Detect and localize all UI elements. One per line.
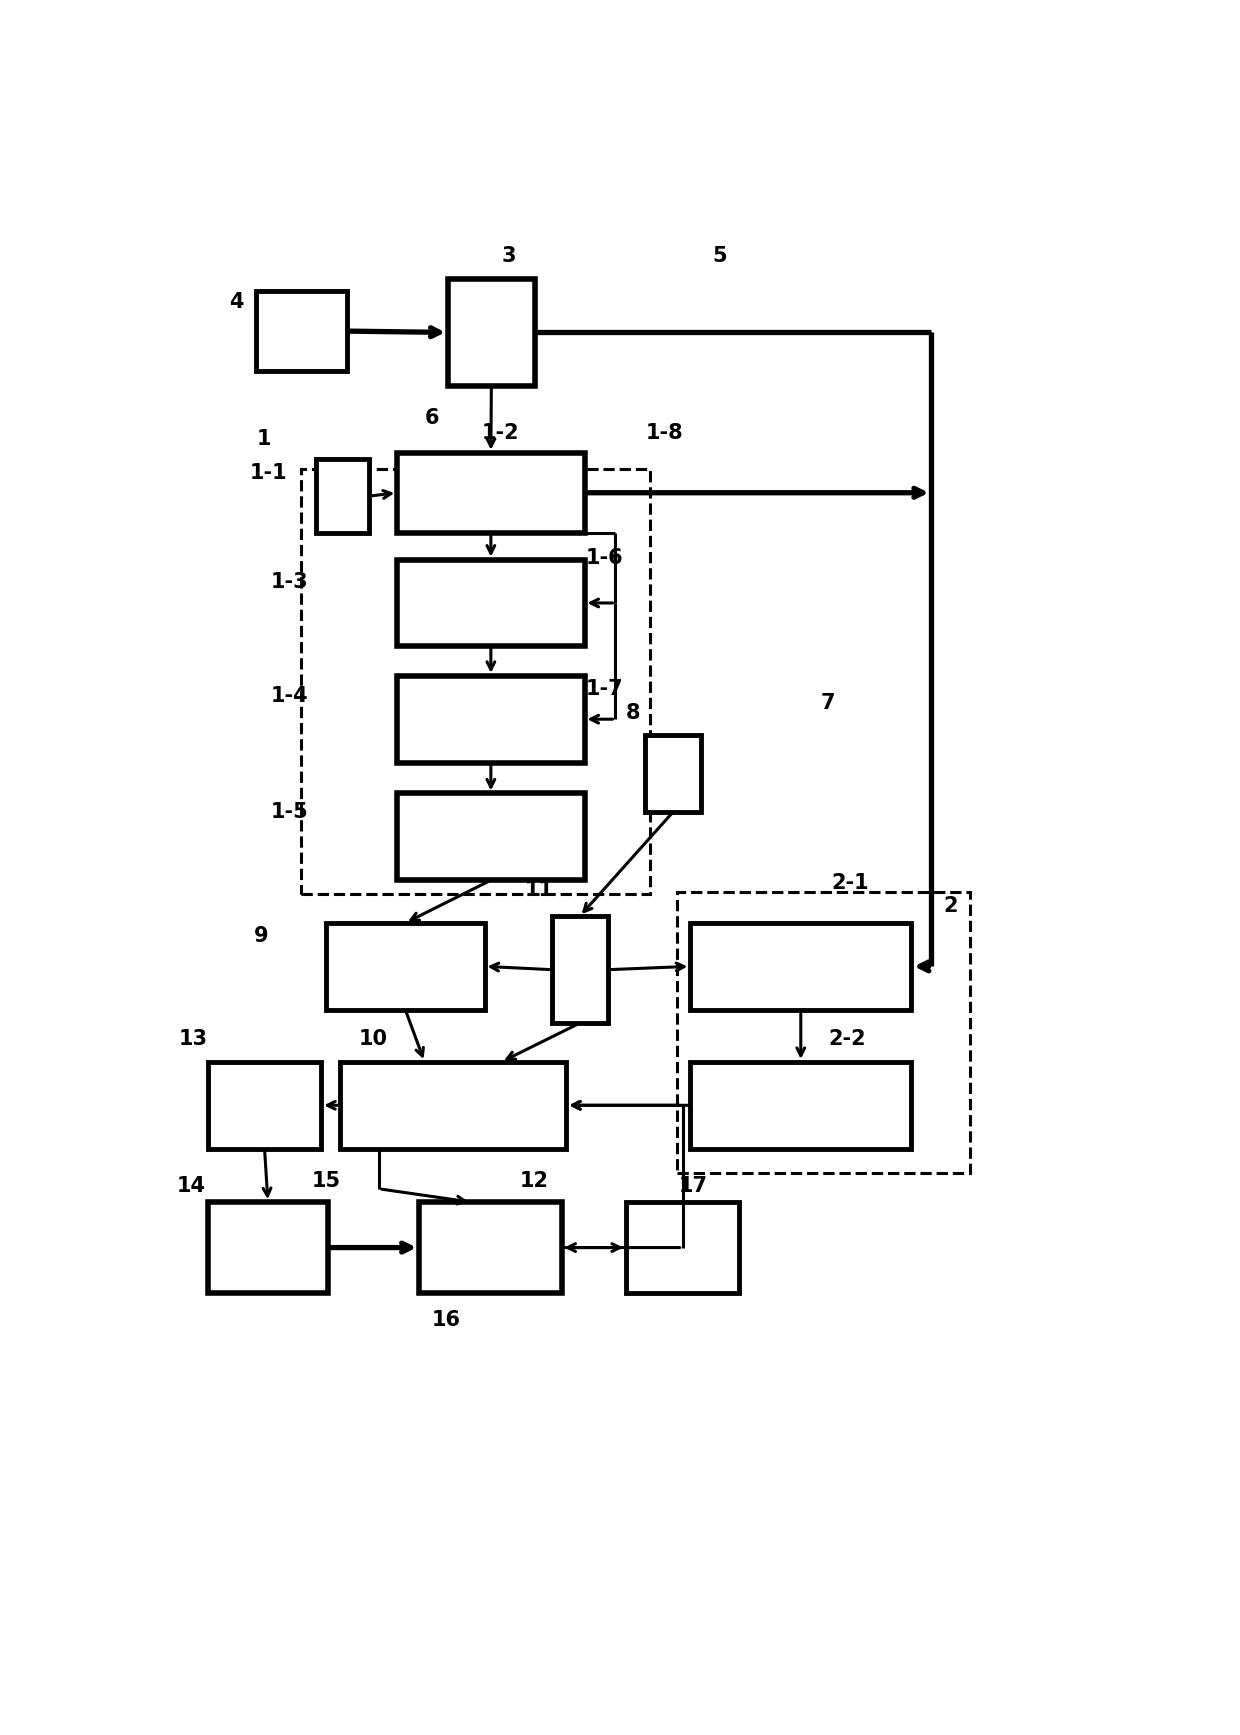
Bar: [397, 675, 584, 763]
Text: 2-2: 2-2: [828, 1029, 866, 1050]
Bar: [397, 560, 584, 647]
Text: 12: 12: [520, 1171, 549, 1190]
Text: 15: 15: [311, 1171, 341, 1190]
Text: 1-7: 1-7: [587, 678, 624, 699]
Text: 1-6: 1-6: [587, 548, 624, 569]
Text: 9: 9: [253, 926, 268, 946]
Text: 2: 2: [944, 895, 959, 916]
Bar: [626, 1202, 739, 1293]
Text: 13: 13: [179, 1029, 208, 1050]
Text: 1-2: 1-2: [482, 423, 520, 442]
Text: 14: 14: [177, 1176, 206, 1195]
Text: 1-4: 1-4: [270, 685, 309, 706]
Bar: [255, 291, 347, 371]
Text: 6: 6: [424, 408, 439, 429]
Text: 1-8: 1-8: [646, 423, 683, 442]
Text: 5: 5: [713, 246, 728, 265]
Bar: [397, 453, 584, 533]
Bar: [326, 923, 485, 1010]
Bar: [341, 1062, 567, 1149]
Bar: [552, 916, 608, 1024]
Text: 4: 4: [229, 291, 244, 312]
Bar: [316, 460, 370, 533]
Text: 1-5: 1-5: [270, 802, 309, 822]
Text: 7: 7: [821, 692, 835, 713]
Bar: [691, 923, 911, 1010]
Text: 1-3: 1-3: [270, 573, 309, 592]
Bar: [397, 793, 584, 880]
Text: 16: 16: [432, 1310, 461, 1329]
Bar: [448, 279, 534, 385]
Text: 11: 11: [525, 880, 554, 899]
Text: 3: 3: [501, 246, 516, 265]
Bar: [645, 734, 701, 812]
Text: 10: 10: [358, 1029, 388, 1050]
Text: 1: 1: [257, 429, 270, 449]
Text: 17: 17: [678, 1176, 708, 1195]
Bar: [301, 468, 650, 894]
Text: 2-1: 2-1: [831, 873, 868, 894]
Text: 1-1: 1-1: [249, 463, 288, 482]
Bar: [677, 892, 970, 1173]
Bar: [419, 1202, 562, 1293]
Bar: [208, 1202, 327, 1293]
Bar: [208, 1062, 321, 1149]
Bar: [691, 1062, 911, 1149]
Text: 8: 8: [625, 703, 640, 723]
